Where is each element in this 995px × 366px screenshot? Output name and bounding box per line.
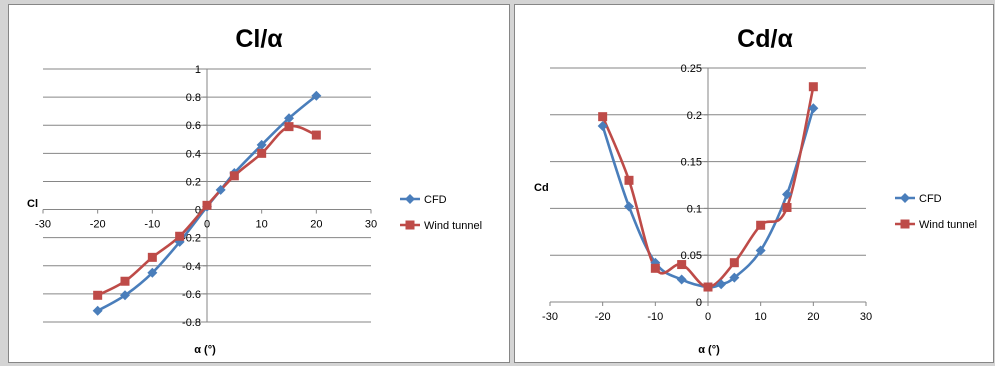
data-point-cfd — [729, 272, 740, 283]
x-tick-label: -30 — [35, 219, 51, 231]
legend-entry: CFD — [424, 194, 447, 206]
x-tick-label: -30 — [542, 311, 558, 323]
x-tick-label: 0 — [204, 219, 210, 231]
y-tick-label: 0.15 — [681, 157, 702, 169]
x-axis-label: α (°) — [194, 344, 216, 356]
data-point-cfd — [284, 113, 294, 124]
y-tick-label: 0.6 — [186, 120, 201, 132]
legend-marker-cfd — [900, 193, 910, 203]
data-point-cfd — [716, 279, 727, 290]
data-point-cfd — [215, 184, 226, 195]
legend-entry: Wind tunnel — [424, 220, 482, 232]
x-tick-label: 20 — [310, 219, 322, 231]
data-point-wind-tunnel — [284, 122, 294, 132]
data-point-wind-tunnel — [624, 175, 634, 185]
y-tick-label: 1 — [195, 64, 201, 76]
x-tick-label: 20 — [807, 311, 819, 323]
data-point-cfd — [597, 121, 608, 132]
data-point-cfd — [624, 201, 634, 212]
data-point-wind-tunnel — [782, 202, 792, 212]
data-point-cfd — [147, 267, 158, 278]
x-tick-label: 30 — [860, 311, 872, 323]
legend-marker-wind-tunnel — [900, 219, 910, 229]
y-tick-label: 0.25 — [681, 63, 702, 75]
data-point-cfd — [92, 305, 103, 316]
data-point-wind-tunnel — [808, 82, 818, 92]
data-point-cfd — [256, 139, 267, 150]
x-tick-label: 30 — [365, 219, 377, 231]
data-point-wind-tunnel — [120, 276, 130, 286]
x-tick-label: 10 — [755, 311, 767, 323]
data-point-cfd — [120, 290, 130, 301]
data-point-cfd — [311, 90, 322, 101]
y-tick-label: 0.4 — [186, 148, 201, 160]
chart-title: Cl/α — [235, 25, 283, 53]
y-tick-label: 0.2 — [687, 110, 702, 122]
y-axis-label: Cd — [534, 182, 549, 194]
data-point-wind-tunnel — [650, 263, 660, 273]
chart-cd-alpha: Cd/α α (°) Cd 0 0.05 0.1 0.15 0.2 0.25 -30 -20 -… — [514, 4, 994, 363]
chart-cl-alpha: Cl/α α (°) Cl -0.8 -0.6 -0.4 -0.2 0 0.2 0.4 0.6… — [8, 4, 510, 363]
data-point-wind-tunnel — [756, 220, 766, 230]
x-tick-label: -10 — [144, 219, 160, 231]
data-point-wind-tunnel — [729, 258, 739, 268]
y-axis-label: Cl — [27, 198, 38, 210]
x-axis-label: α (°) — [698, 344, 720, 356]
data-point-wind-tunnel — [175, 231, 185, 241]
y-tick-label: -0.2 — [182, 233, 201, 245]
legend-marker-wind-tunnel — [405, 220, 415, 230]
x-tick-label: 0 — [705, 311, 711, 323]
data-point-wind-tunnel — [93, 290, 103, 300]
data-point-cfd — [755, 245, 766, 256]
y-tick-label: 0.05 — [681, 250, 702, 262]
data-point-wind-tunnel — [598, 112, 608, 122]
data-point-wind-tunnel — [677, 260, 687, 270]
legend-entry: CFD — [919, 193, 942, 205]
x-tick-label: 10 — [256, 219, 268, 231]
y-tick-label: 0.8 — [186, 92, 201, 104]
data-point-wind-tunnel — [257, 148, 267, 158]
y-tick-label: 0 — [195, 205, 201, 217]
y-tick-label: -0.4 — [182, 261, 201, 273]
x-tick-label: -10 — [647, 311, 663, 323]
x-tick-label: -20 — [595, 311, 611, 323]
series-line-cfd — [601, 107, 815, 289]
data-point-wind-tunnel — [202, 200, 212, 210]
chart-title: Cd/α — [737, 25, 793, 53]
data-point-wind-tunnel — [147, 252, 157, 262]
y-tick-label: 0 — [696, 297, 702, 309]
legend-entry: Wind tunnel — [919, 219, 977, 231]
data-point-wind-tunnel — [311, 130, 321, 140]
x-tick-label: -20 — [90, 219, 106, 231]
data-point-cfd — [808, 103, 819, 114]
data-point-wind-tunnel — [229, 171, 239, 181]
chart-cd-svg: Cd/α α (°) Cd 0 0.05 0.1 0.15 0.2 0.25 -30 -20 -… — [534, 25, 977, 356]
data-point-cfd — [676, 274, 687, 285]
data-point-cfd — [782, 189, 792, 200]
y-tick-label: 0.2 — [186, 176, 201, 188]
data-point-wind-tunnel — [703, 282, 713, 292]
legend-marker-cfd — [405, 194, 415, 204]
y-tick-label: 0.1 — [687, 203, 702, 215]
chart-cl-svg: Cl/α α (°) Cl -0.8-0.6-0.4-0.200.20.40.6… — [27, 25, 482, 356]
y-tick-label: -0.8 — [182, 317, 201, 329]
y-tick-label: -0.6 — [182, 289, 201, 301]
